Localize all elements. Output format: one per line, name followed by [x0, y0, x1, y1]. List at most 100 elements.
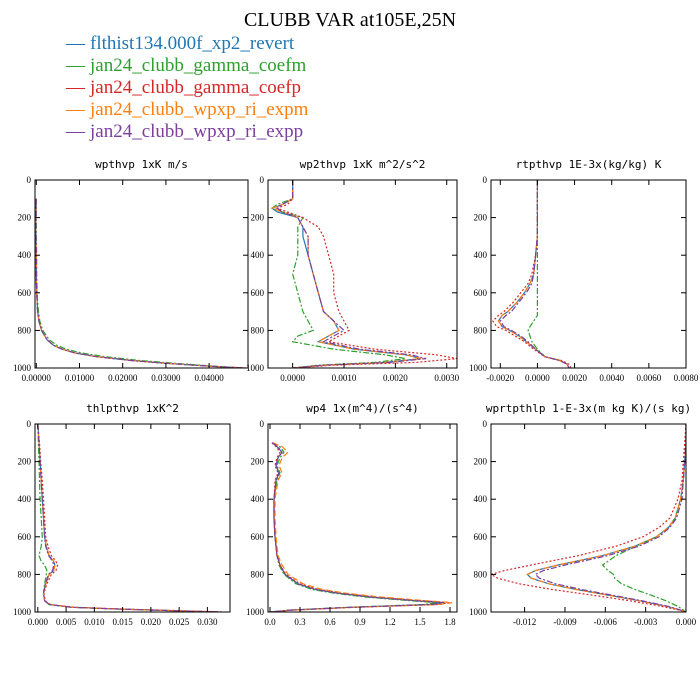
- legend-marker: —: [65, 77, 86, 98]
- series-line: [499, 180, 570, 368]
- x-tick-label: 0.0020: [562, 373, 587, 383]
- y-tick-label: 0: [483, 175, 488, 185]
- y-tick-label: 400: [474, 494, 488, 504]
- panel-title: wp2thvp 1xK m^2/s^2: [300, 158, 426, 171]
- legend-entry: — jan24_clubb_gamma_coefm: [65, 55, 307, 76]
- series-line: [37, 424, 219, 612]
- series-line: [35, 198, 246, 368]
- legend-entry: — jan24_clubb_wpxp_ri_expm: [65, 99, 309, 120]
- series-group: [492, 180, 572, 368]
- y-tick-label: 200: [474, 213, 488, 223]
- x-tick-label: 0.6: [324, 617, 336, 627]
- x-tick-label: 0.000: [28, 617, 49, 627]
- y-tick-label: 200: [251, 213, 265, 223]
- y-tick-label: 0: [27, 419, 32, 429]
- x-tick-label: -0.003: [634, 617, 658, 627]
- y-tick-label: 0: [27, 175, 32, 185]
- legend-label: flthist134.000f_xp2_revert: [90, 33, 295, 54]
- series-line: [35, 198, 244, 368]
- x-tick-label: -0.0020: [486, 373, 514, 383]
- series-line: [276, 180, 427, 368]
- series-line: [275, 180, 457, 368]
- series-line: [269, 442, 453, 612]
- x-tick-label: 0.0000: [525, 373, 550, 383]
- y-tick-label: 400: [18, 250, 32, 260]
- y-tick-label: 400: [474, 250, 488, 260]
- x-tick-label: 0.02000: [108, 373, 138, 383]
- plot-frame: [34, 423, 231, 613]
- series-line: [270, 180, 406, 368]
- legend-entry: — jan24_clubb_gamma_coefp: [65, 77, 301, 98]
- legend-marker: —: [65, 121, 86, 142]
- x-tick-label: -0.006: [594, 617, 618, 627]
- series-group: [491, 424, 686, 612]
- series-group: [269, 442, 453, 612]
- y-tick-label: 600: [474, 288, 488, 298]
- y-tick-label: 600: [18, 288, 32, 298]
- legend-label: jan24_clubb_wpxp_ri_expm: [89, 99, 309, 120]
- legend-marker: —: [65, 55, 86, 76]
- legend-label: jan24_clubb_gamma_coefm: [89, 55, 307, 76]
- x-tick-label: -0.009: [553, 617, 577, 627]
- series-line: [35, 198, 240, 368]
- y-tick-label: 200: [18, 213, 32, 223]
- series-line: [270, 180, 422, 368]
- y-tick-label: 800: [18, 569, 32, 579]
- series-line: [269, 442, 451, 612]
- plot-frame: [490, 423, 687, 613]
- x-tick-label: 0.3: [294, 617, 306, 627]
- panel: wprtpthlp 1-E-3x(m kg K)/(s kg) 0 200 400 60…: [469, 402, 697, 627]
- series-line: [35, 198, 244, 368]
- panel-title: thlpthvp 1xK^2: [86, 402, 179, 415]
- series-line: [37, 424, 225, 612]
- series-line: [270, 180, 422, 368]
- x-tick-label: 0.0010: [332, 373, 357, 383]
- y-tick-label: 600: [18, 532, 32, 542]
- series-line: [534, 424, 686, 612]
- y-tick-label: 600: [251, 532, 265, 542]
- x-tick-label: 1.2: [384, 617, 395, 627]
- plot-frame: [267, 179, 458, 369]
- x-tick-label: 0.030: [197, 617, 218, 627]
- legend-label: jan24_clubb_wpxp_ri_expp: [89, 121, 303, 142]
- series-line: [269, 442, 445, 612]
- y-tick-label: 1000: [13, 607, 32, 617]
- x-tick-label: 1.8: [444, 617, 456, 627]
- y-tick-label: 1000: [469, 607, 488, 617]
- y-tick-label: 800: [251, 325, 265, 335]
- x-tick-label: 0.9: [354, 617, 366, 627]
- figure-title: CLUBB VAR at105E,25N: [244, 9, 456, 31]
- panel: rtpthvp 1E-3x(kg/kg) K 0 200 400 600 800 1000-…: [469, 158, 699, 383]
- legend: — flthist134.000f_xp2_revert — jan24_clu…: [65, 33, 309, 142]
- x-tick-label: 1.5: [414, 617, 426, 627]
- x-tick-label: 0.005: [56, 617, 77, 627]
- x-tick-label: 0.0080: [674, 373, 699, 383]
- y-tick-label: 200: [251, 457, 265, 467]
- x-tick-label: 0.000: [676, 617, 697, 627]
- series-line: [497, 180, 570, 368]
- y-tick-label: 0: [483, 419, 488, 429]
- y-tick-label: 0: [260, 419, 265, 429]
- x-tick-label: 0.0040: [599, 373, 624, 383]
- series-group: [35, 198, 246, 368]
- y-tick-label: 200: [18, 457, 32, 467]
- series-line: [269, 442, 437, 612]
- x-tick-label: 0.0030: [434, 373, 459, 383]
- panel-title: rtpthvp 1E-3x(kg/kg) K: [516, 158, 662, 171]
- series-line: [526, 424, 686, 612]
- x-tick-label: 0.015: [112, 617, 133, 627]
- y-tick-label: 1000: [246, 363, 265, 373]
- series-group: [37, 424, 225, 612]
- series-line: [37, 424, 219, 612]
- x-tick-label: 0.0: [264, 617, 276, 627]
- panel: wp2thvp 1xK m^2/s^2 0 200 400 600 800 1000 0.00…: [246, 158, 460, 383]
- y-tick-label: 400: [251, 250, 265, 260]
- x-tick-label: 0.00000: [22, 373, 52, 383]
- series-group: [270, 180, 457, 368]
- x-tick-label: 0.010: [84, 617, 105, 627]
- series-line: [269, 442, 443, 612]
